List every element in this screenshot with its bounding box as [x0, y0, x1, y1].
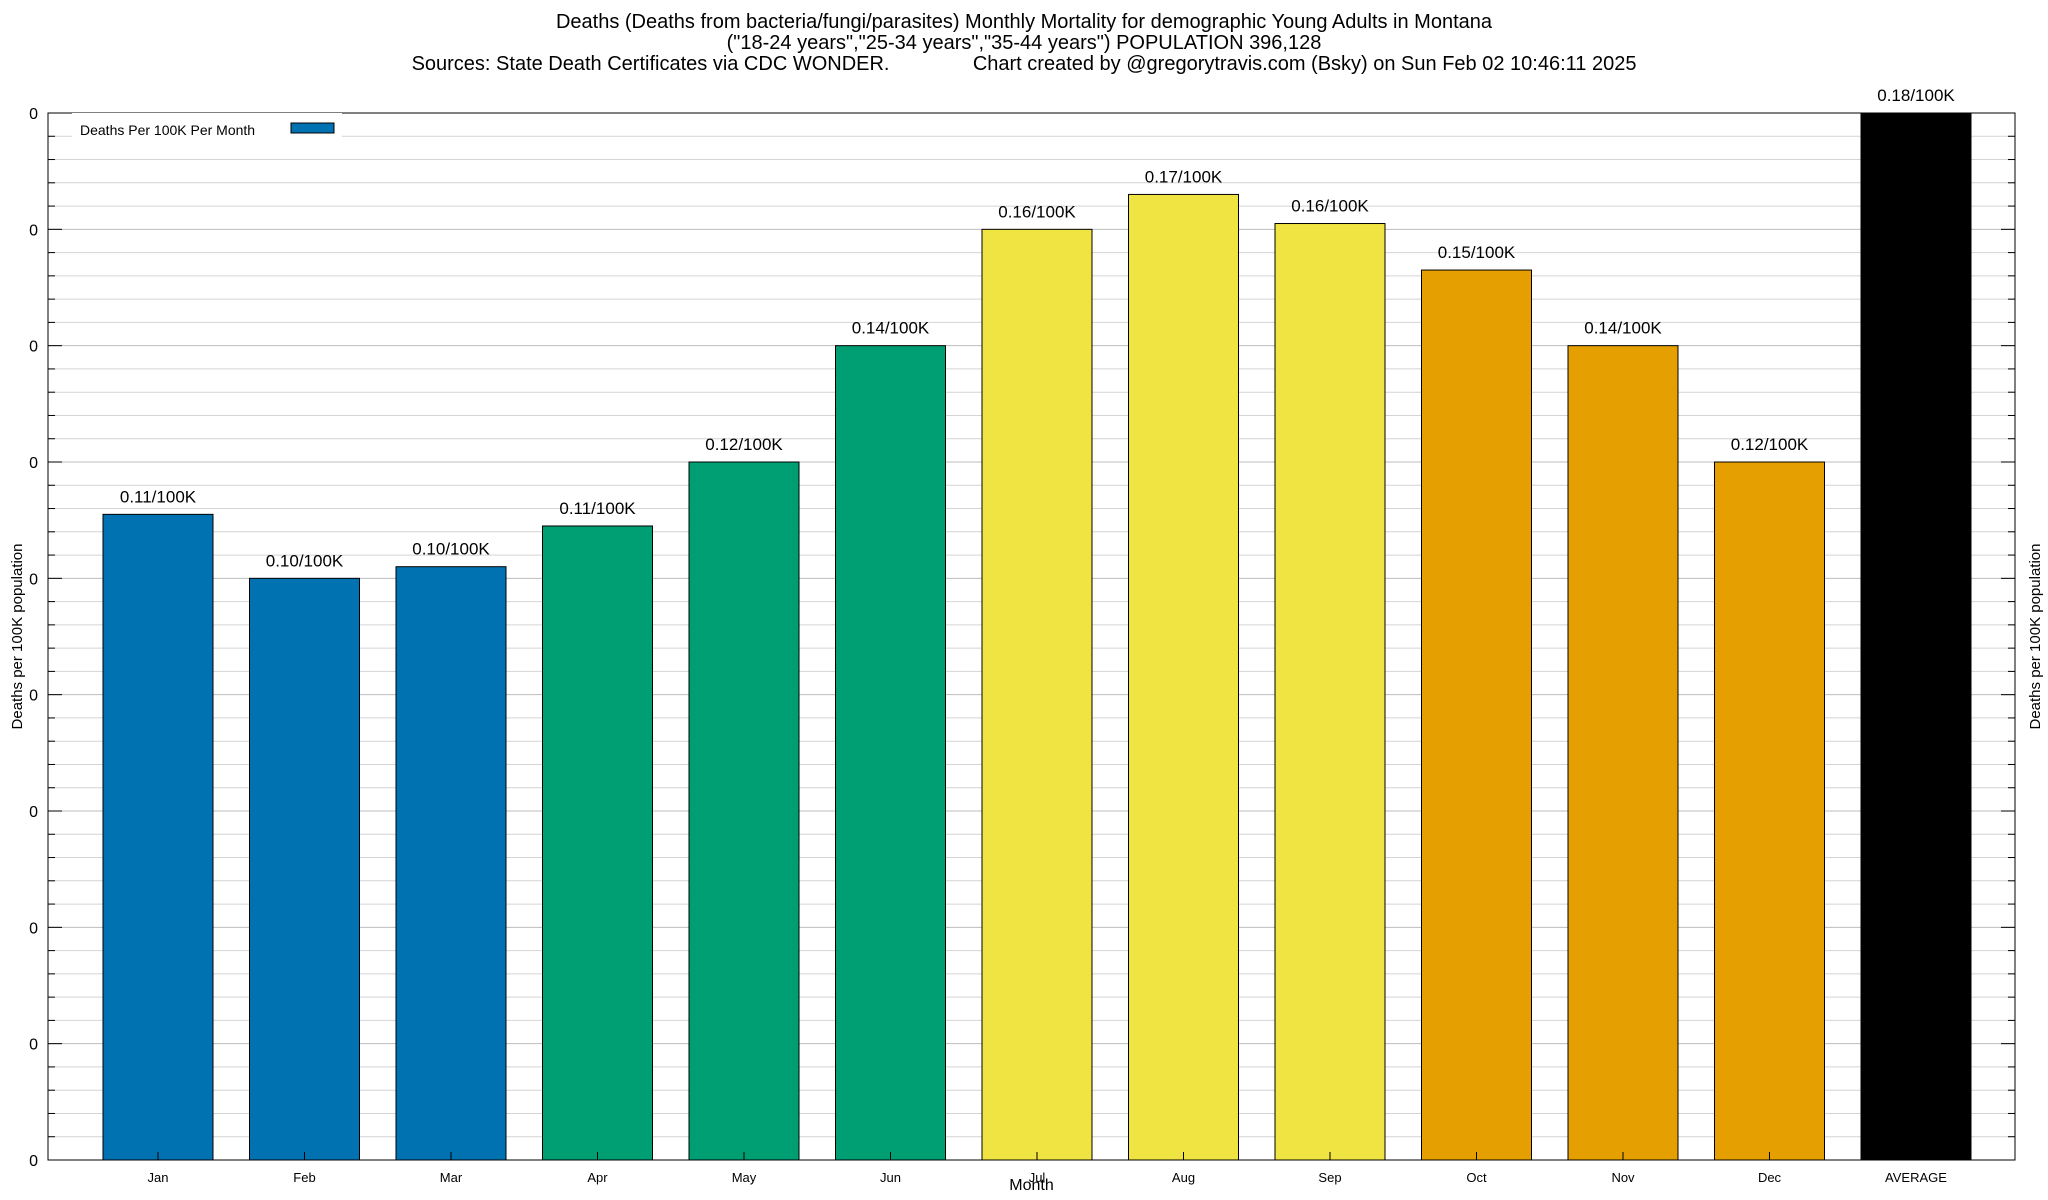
data-label: 0.11/100K	[559, 499, 636, 518]
bar-aug	[1128, 193, 1239, 1161]
x-tick-label: Jul	[1029, 1170, 1046, 1185]
bar-feb	[249, 577, 360, 1161]
y-tick-label: 0	[29, 1037, 38, 1054]
x-tick-label: Jun	[880, 1170, 901, 1185]
data-label: 0.14/100K	[1584, 319, 1662, 338]
x-tick-label: Oct	[1466, 1170, 1487, 1185]
data-label: 0.16/100K	[1291, 197, 1369, 216]
x-tick-label: Aug	[1172, 1170, 1195, 1185]
x-tick-label: Dec	[1758, 1170, 1782, 1185]
bar-jul	[981, 228, 1093, 1161]
x-tick-label: Apr	[587, 1170, 608, 1185]
data-label: 0.10/100K	[412, 540, 490, 559]
y-axis-label: Deaths per 100K population	[9, 544, 26, 730]
data-label: 0.12/100K	[705, 435, 783, 454]
x-tick-label: Jan	[148, 1170, 169, 1185]
data-label: 0.12/100K	[1731, 435, 1809, 454]
bar-dec	[1714, 461, 1825, 1161]
y-tick-label: 0	[29, 571, 38, 588]
x-tick-label: Nov	[1611, 1170, 1635, 1185]
y-tick-label: 0	[29, 222, 38, 239]
x-tick-label: Sep	[1318, 1170, 1341, 1185]
bar-nov	[1567, 345, 1679, 1161]
x-tick-label: May	[732, 1170, 757, 1185]
y-tick-label: 0	[29, 804, 38, 821]
x-tick-label: Mar	[440, 1170, 463, 1185]
bar-mar	[395, 566, 507, 1161]
y-tick-label: 0	[29, 920, 38, 937]
bar-oct	[1421, 269, 1532, 1161]
chart-sources: Sources: State Death Certificates via CD…	[411, 53, 1637, 75]
legend-label: Deaths Per 100K Per Month	[80, 122, 255, 138]
bar-sep	[1274, 223, 1386, 1161]
chart-titles: Deaths (Deaths from bacteria/fungi/paras…	[0, 12, 2048, 75]
bar-average	[1860, 112, 1972, 1161]
data-label: 0.11/100K	[120, 487, 197, 506]
data-label: 0.10/100K	[266, 551, 344, 570]
chart-title: Deaths (Deaths from bacteria/fungi/paras…	[555, 11, 1493, 33]
y2-axis-label: Deaths per 100K population	[2027, 544, 2044, 730]
data-label: 0.17/100K	[1145, 167, 1223, 186]
bar-jun	[835, 345, 946, 1161]
data-label: 0.14/100K	[852, 319, 930, 338]
y-tick-label: 0	[29, 455, 38, 472]
chart-subtitle: ("18-24 years","25-34 years","35-44 year…	[726, 32, 1322, 54]
bar-jan	[102, 513, 214, 1161]
x-axis-label: Month	[1009, 1177, 1053, 1194]
x-tick-label: Feb	[293, 1170, 315, 1185]
data-label: 0.18/100K	[1877, 86, 1955, 105]
y-tick-label: 0	[29, 106, 38, 123]
y-tick-label: 0	[29, 1153, 38, 1170]
legend-swatch	[290, 122, 335, 134]
y-tick-label: 0	[29, 688, 38, 705]
data-label: 0.15/100K	[1438, 243, 1516, 262]
bar-apr	[542, 525, 653, 1161]
plot-border	[47, 112, 2016, 1161]
y-tick-label: 0	[29, 339, 38, 356]
x-tick-label: AVERAGE	[1885, 1170, 1947, 1185]
bar-may	[688, 461, 800, 1161]
data-label: 0.16/100K	[998, 202, 1076, 221]
